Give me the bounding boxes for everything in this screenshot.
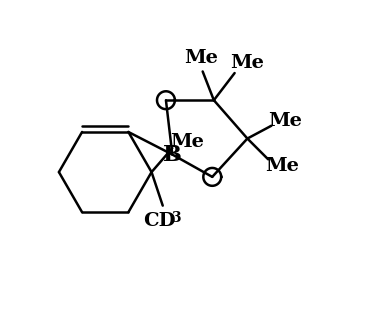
- Text: B: B: [163, 144, 182, 165]
- Polygon shape: [157, 91, 175, 109]
- Text: Me: Me: [265, 157, 298, 175]
- Text: Me: Me: [230, 55, 264, 72]
- Text: Me: Me: [170, 133, 204, 151]
- Text: CD: CD: [143, 212, 176, 230]
- Text: 3: 3: [171, 211, 181, 226]
- Polygon shape: [203, 168, 221, 186]
- Text: Me: Me: [184, 49, 218, 67]
- Text: Me: Me: [268, 112, 302, 130]
